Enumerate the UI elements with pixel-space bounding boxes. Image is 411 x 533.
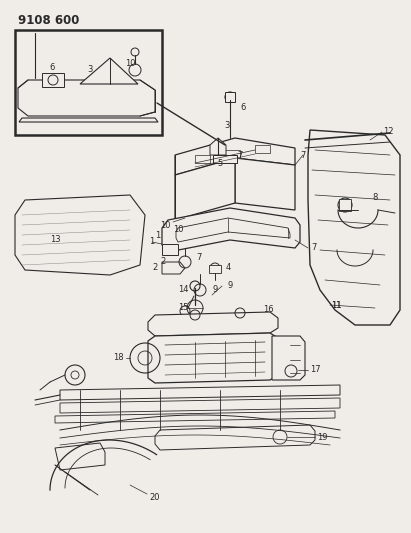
Polygon shape (162, 262, 185, 274)
Bar (255, 145, 270, 153)
Text: 7: 7 (311, 244, 317, 253)
Text: 11: 11 (331, 301, 341, 310)
Text: 9108 600: 9108 600 (18, 14, 79, 27)
Text: 6: 6 (240, 102, 246, 111)
Polygon shape (148, 333, 278, 383)
Polygon shape (19, 118, 158, 122)
Text: 2: 2 (160, 257, 166, 266)
Bar (195, 155, 210, 163)
Polygon shape (175, 158, 235, 220)
Polygon shape (175, 138, 295, 175)
Text: 7: 7 (300, 150, 306, 159)
Text: 2: 2 (152, 263, 158, 272)
Text: 1: 1 (155, 231, 161, 240)
Polygon shape (15, 195, 145, 275)
Polygon shape (155, 425, 315, 450)
Polygon shape (60, 385, 340, 400)
Bar (42, 73, 64, 87)
Polygon shape (162, 208, 300, 252)
Text: 7: 7 (237, 150, 242, 159)
Text: 17: 17 (309, 366, 320, 375)
Text: 8: 8 (372, 193, 378, 203)
Polygon shape (272, 336, 305, 380)
Text: 19: 19 (317, 432, 327, 441)
Bar (15, 30, 162, 135)
Polygon shape (55, 443, 105, 470)
Text: 1: 1 (149, 238, 155, 246)
Text: 14: 14 (178, 286, 188, 295)
Text: 18: 18 (113, 353, 123, 362)
Text: 12: 12 (383, 127, 393, 136)
Text: 7: 7 (196, 254, 202, 262)
Text: 20: 20 (150, 492, 160, 502)
Polygon shape (60, 398, 340, 413)
Polygon shape (18, 80, 155, 116)
Text: 10: 10 (125, 59, 135, 68)
Polygon shape (55, 411, 335, 423)
Bar (225, 92, 235, 102)
Bar (213, 155, 237, 163)
Text: 3: 3 (87, 66, 93, 75)
Text: 10: 10 (160, 222, 170, 230)
Text: 6: 6 (49, 63, 55, 72)
Text: 3: 3 (224, 120, 230, 130)
Text: 15: 15 (178, 303, 188, 312)
Text: 13: 13 (50, 236, 60, 245)
Polygon shape (162, 244, 178, 255)
Bar (225, 150, 240, 158)
Text: 11: 11 (331, 301, 341, 310)
Text: 10: 10 (173, 225, 183, 235)
Polygon shape (80, 58, 138, 84)
Polygon shape (210, 138, 226, 155)
Text: 16: 16 (263, 305, 273, 314)
Polygon shape (235, 158, 295, 210)
Bar (209, 265, 221, 273)
Polygon shape (148, 312, 278, 336)
Bar (339, 199, 351, 211)
Text: 9: 9 (212, 286, 218, 295)
Text: 4: 4 (225, 262, 231, 271)
Polygon shape (308, 130, 400, 325)
Text: 5: 5 (217, 159, 223, 168)
Text: 9: 9 (227, 281, 233, 290)
